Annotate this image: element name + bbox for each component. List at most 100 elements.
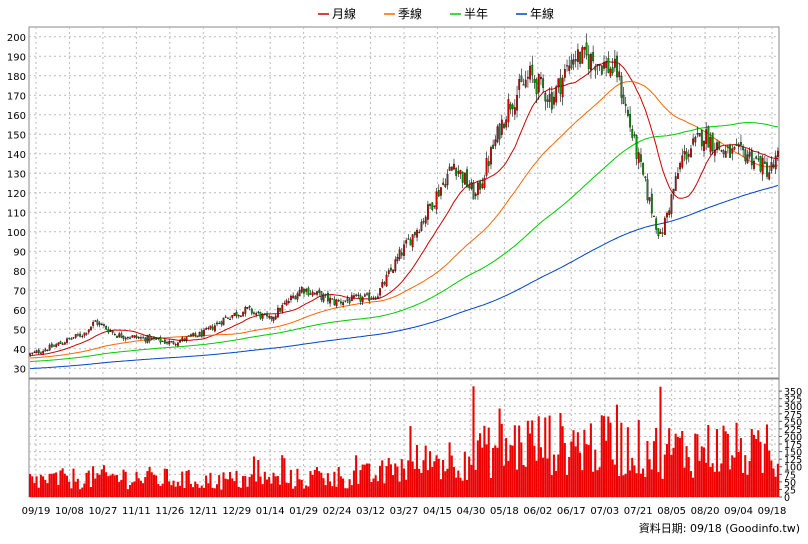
volume-bar: [687, 457, 690, 497]
volume-bar: [498, 408, 501, 497]
candle-body: [768, 172, 771, 180]
candle-body: [166, 342, 168, 344]
volume-bar: [161, 483, 164, 497]
volume-bar: [715, 429, 719, 497]
volume-bar: [635, 473, 638, 497]
candle-body: [740, 142, 742, 145]
candle-body: [129, 337, 131, 339]
volume-bar: [607, 416, 610, 497]
candle-body: [507, 99, 510, 123]
candle-body: [527, 76, 529, 79]
candle-body: [383, 282, 386, 285]
candle-body: [753, 160, 755, 169]
volume-bar: [281, 455, 284, 497]
volume-bar: [392, 475, 395, 497]
candle-body: [618, 71, 621, 78]
candle-body: [761, 157, 764, 175]
candle-body: [242, 311, 245, 317]
candle-body: [485, 158, 488, 176]
volume-bar: [233, 481, 236, 497]
volume-bar: [52, 473, 55, 497]
volume-bar: [637, 420, 640, 497]
candle-body: [463, 172, 466, 185]
candle-body: [259, 312, 262, 319]
footer-date: 資料日期: 09/18 (Goodinfo.tw): [639, 521, 800, 535]
candle-body: [422, 221, 425, 223]
candle-body: [587, 54, 590, 70]
candle-body: [409, 239, 412, 246]
volume-bar: [170, 485, 173, 497]
candle-body: [300, 287, 303, 293]
volume-bar: [689, 471, 692, 497]
volume-tick-label: 325: [784, 395, 802, 406]
candle-body: [105, 325, 108, 330]
candle-body: [407, 238, 410, 240]
volume-bar: [442, 459, 445, 497]
candle-body: [550, 92, 553, 110]
volume-bar: [524, 466, 527, 497]
volume-bar: [194, 481, 197, 497]
candle-body: [531, 64, 534, 76]
candle-body: [472, 182, 475, 200]
volume-tick-label: 350: [784, 387, 802, 398]
candle-body: [627, 110, 629, 116]
candle-body: [87, 329, 90, 333]
volume-bar: [483, 425, 486, 497]
volume-bar: [165, 468, 169, 497]
volume-bar: [605, 440, 608, 497]
candle-body: [772, 164, 775, 168]
candle-body: [194, 333, 197, 336]
candle-body: [755, 156, 758, 159]
candle-body: [216, 322, 218, 325]
volume-bar: [552, 454, 555, 497]
volume-bar: [494, 445, 497, 497]
volume-bar: [305, 485, 308, 497]
candle-body: [231, 315, 234, 318]
candle-body: [379, 288, 381, 296]
volume-bar: [698, 460, 701, 497]
candle-body: [392, 269, 395, 273]
candle-body: [44, 349, 47, 352]
candle-body: [203, 329, 205, 336]
y-tick-label: 50: [13, 325, 26, 336]
candle-body: [429, 203, 431, 206]
volume-bar: [320, 472, 323, 497]
volume-bar: [255, 481, 258, 497]
candle-body: [248, 305, 251, 308]
candle-body: [763, 161, 766, 164]
volume-bar: [683, 467, 686, 497]
volume-bar: [192, 487, 195, 497]
y-tick-label: 150: [7, 130, 26, 141]
volume-bar: [770, 460, 773, 497]
candle-body: [172, 341, 175, 344]
volume-bar: [433, 461, 436, 497]
candle-body: [116, 335, 118, 338]
volume-bar: [602, 416, 605, 497]
candle-body: [305, 289, 308, 292]
candle-body: [568, 65, 571, 71]
volume-bar: [624, 473, 627, 497]
volume-bar: [189, 483, 192, 497]
candle-body: [566, 65, 568, 67]
volume-bar: [137, 478, 140, 497]
candle-body: [720, 150, 723, 152]
candle-body: [546, 99, 549, 102]
volume-bar: [411, 461, 414, 497]
candle-body: [757, 158, 760, 160]
volume-bar: [520, 442, 523, 497]
volume-bar: [205, 475, 208, 497]
volume-bar: [92, 466, 95, 497]
candle-body: [137, 337, 140, 339]
candle-body: [681, 155, 684, 168]
volume-bar: [55, 472, 58, 497]
volume-bar: [196, 484, 199, 497]
volume-bar: [302, 488, 305, 497]
volume-bar: [402, 468, 405, 497]
volume-bar: [518, 425, 521, 497]
candle-body: [79, 333, 81, 337]
volume-bar: [292, 488, 295, 497]
volume-bar: [48, 473, 51, 497]
candle-body: [85, 333, 88, 335]
candle-body: [433, 205, 436, 207]
volume-bar: [426, 470, 429, 497]
